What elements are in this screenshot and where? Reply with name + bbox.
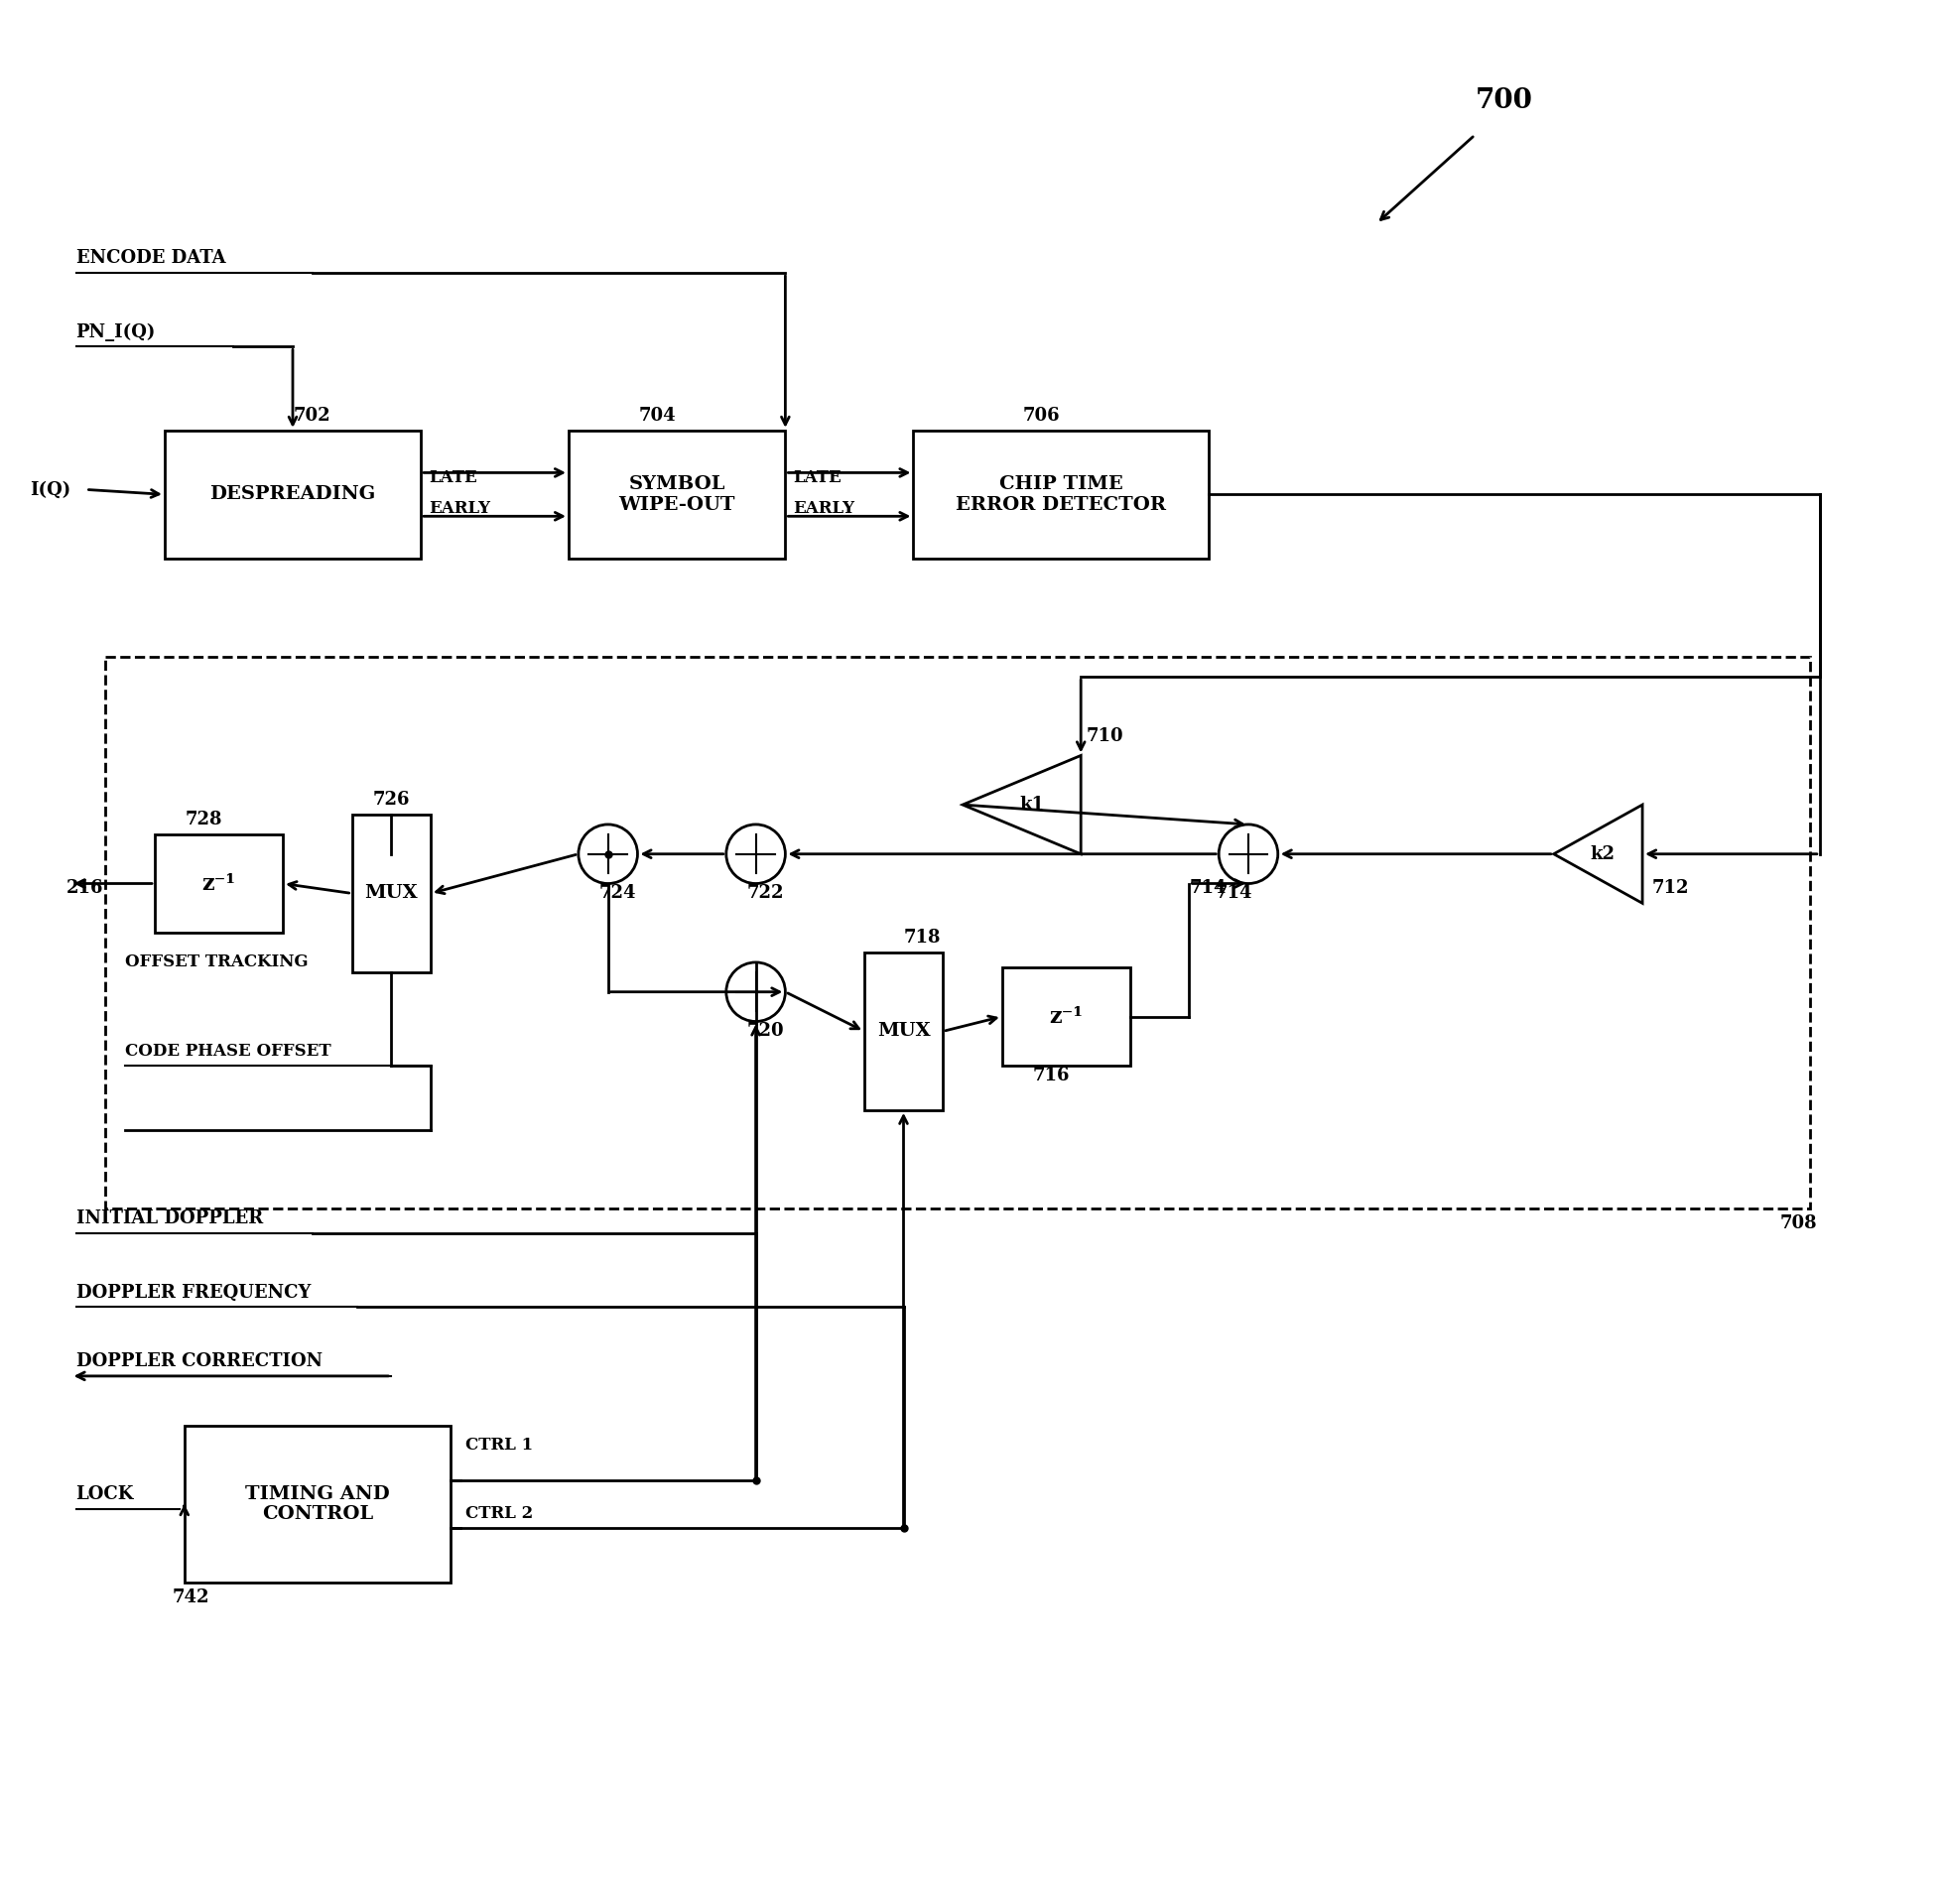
Text: PN_I(Q): PN_I(Q) [76,324,156,341]
Text: 708: 708 [1781,1215,1818,1232]
Text: CTRL 2: CTRL 2 [465,1506,533,1523]
Text: MUX: MUX [365,885,418,902]
Text: DOPPLER CORRECTION: DOPPLER CORRECTION [76,1352,323,1371]
Bar [105,657,1810,1209]
Text: DOPPLER FREQUENCY: DOPPLER FREQUENCY [76,1283,311,1300]
Bar [165,430,420,558]
Bar [568,430,785,558]
Text: INITIAL DOPPLER: INITIAL DOPPLER [76,1209,262,1228]
Text: CTRL 1: CTRL 1 [465,1436,533,1453]
Text: 704: 704 [638,407,677,425]
Text: TIMING AND
CONTROL: TIMING AND CONTROL [245,1485,389,1523]
Bar [156,834,284,933]
Text: CHIP TIME
ERROR DETECTOR: CHIP TIME ERROR DETECTOR [956,476,1166,514]
Text: 742: 742 [173,1588,210,1607]
Text: k2: k2 [1590,845,1615,863]
Text: CODE PHASE OFFSET: CODE PHASE OFFSET [124,1043,330,1059]
Text: I(Q): I(Q) [31,480,72,499]
Bar [185,1426,451,1582]
Text: EARLY: EARLY [430,501,490,516]
Text: 702: 702 [294,407,330,425]
Text: z⁻¹: z⁻¹ [202,872,235,895]
Text: LATE: LATE [430,468,476,486]
Text: z⁻¹: z⁻¹ [1050,1005,1083,1028]
Bar [914,430,1209,558]
Text: OFFSET TRACKING: OFFSET TRACKING [124,954,309,971]
Text: 720: 720 [746,1022,783,1040]
Text: DESPREADING: DESPREADING [210,486,375,503]
Bar [865,952,943,1110]
Text: MUX: MUX [877,1022,929,1040]
Text: LOCK: LOCK [76,1485,134,1502]
Text: 712: 712 [1652,880,1689,897]
Bar [352,815,432,973]
Text: EARLY: EARLY [793,501,855,516]
Bar [1001,967,1129,1066]
Text: 716: 716 [1032,1066,1069,1085]
Text: 718: 718 [904,929,941,946]
Text: 726: 726 [373,790,410,809]
Text: LATE: LATE [793,468,842,486]
Text: 714: 714 [1215,885,1252,902]
Text: 216: 216 [66,880,103,897]
Text: 724: 724 [599,885,636,902]
Text: 710: 710 [1087,727,1124,744]
Text: k1: k1 [1019,796,1044,813]
Text: 722: 722 [746,885,783,902]
Text: 700: 700 [1475,88,1532,114]
Text: ENCODE DATA: ENCODE DATA [76,249,226,267]
Text: 728: 728 [185,811,224,828]
Text: 706: 706 [1023,407,1059,425]
Text: 714: 714 [1190,880,1227,897]
Text: SYMBOL
WIPE-OUT: SYMBOL WIPE-OUT [618,476,735,514]
